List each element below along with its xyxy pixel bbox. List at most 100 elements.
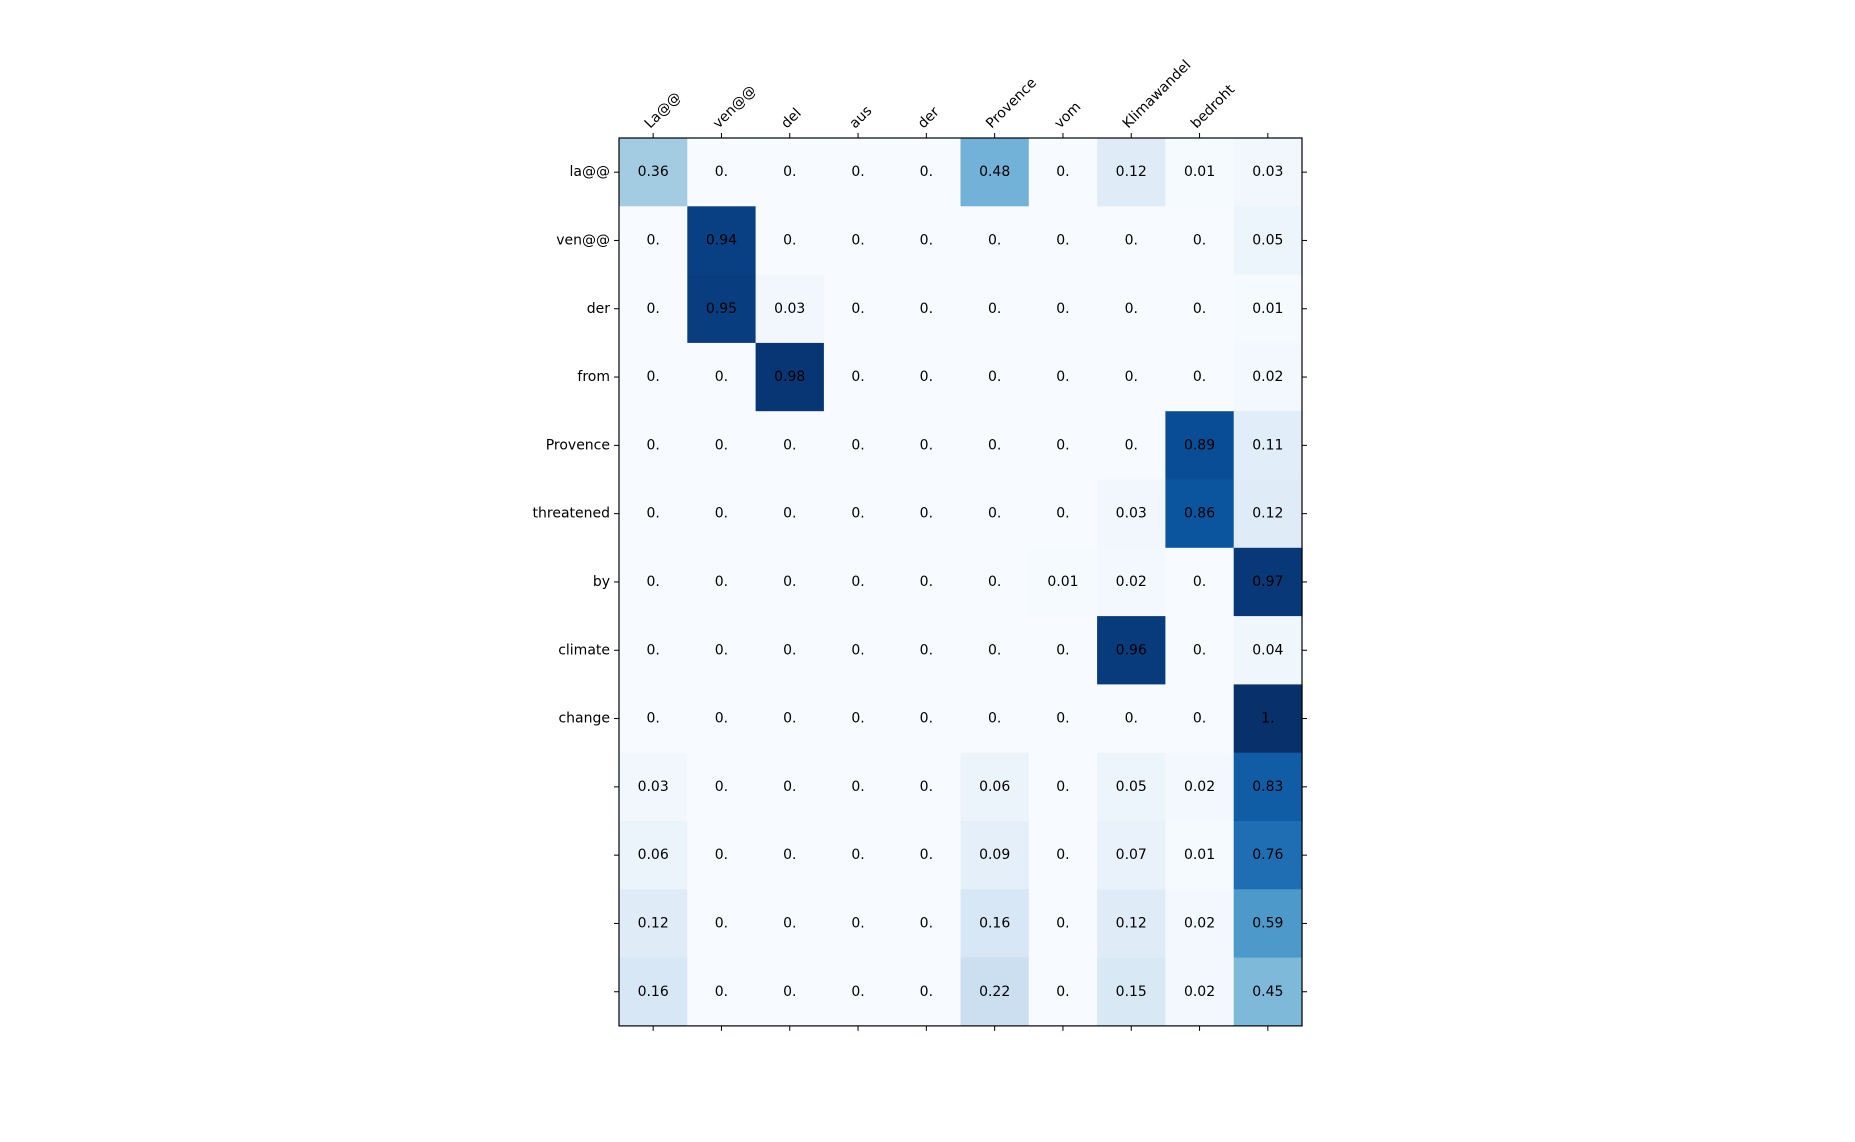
cell-value-label: 0. <box>1125 437 1138 453</box>
cell-value-label: 0. <box>920 779 933 795</box>
heatmap-cell <box>892 821 962 890</box>
cell-value-label: 0. <box>715 779 728 795</box>
heatmap-cell <box>1097 479 1166 549</box>
heatmap-cell <box>755 138 825 207</box>
cell-value-label: 0.07 <box>1116 847 1147 863</box>
cell-value-label: 0. <box>646 574 659 590</box>
cell-value-label: 0.02 <box>1184 984 1215 1000</box>
cell-value-label: 0.12 <box>638 915 669 931</box>
x-tick-label: Provence <box>983 75 1040 132</box>
cell-value-label: 0.01 <box>1252 301 1283 317</box>
heatmap-cell <box>687 206 757 276</box>
cell-value-label: 0. <box>715 847 728 863</box>
heatmap-cell <box>1028 547 1098 617</box>
heatmap-cell <box>755 479 825 549</box>
heatmap-cell <box>892 479 962 549</box>
heatmap-cell <box>1097 411 1166 481</box>
cell-value-label: 0. <box>920 984 933 1000</box>
x-tick-label: ven@@ <box>710 82 759 131</box>
cell-value-label: 0.16 <box>638 984 669 1000</box>
heatmap-cell <box>892 957 962 1027</box>
heatmap-cell <box>619 479 688 549</box>
heatmap-cell <box>1233 342 1303 412</box>
heatmap-cell <box>619 684 688 754</box>
cell-value-label: 0. <box>920 164 933 180</box>
cell-value-label: 0.16 <box>979 915 1010 931</box>
heatmap-cell <box>823 889 893 959</box>
heatmap-cell <box>1028 479 1098 549</box>
heatmap-cell <box>687 616 757 685</box>
heatmap-cell <box>687 752 757 822</box>
cell-value-label: 0.01 <box>1184 164 1215 180</box>
heatmap-cell <box>892 411 962 481</box>
heatmap-cell <box>1233 274 1303 344</box>
heatmap-cell <box>960 138 1030 207</box>
cell-value-label: 0.45 <box>1252 984 1283 1000</box>
cell-value-label: 0. <box>715 164 728 180</box>
heatmap-cell <box>823 957 893 1027</box>
cell-value-label: 0.12 <box>1116 915 1147 931</box>
cell-value-label: 0.94 <box>706 232 737 248</box>
heatmap-cell <box>1028 684 1098 754</box>
cell-value-label: 0. <box>988 437 1001 453</box>
heatmap-cell <box>892 206 962 276</box>
cell-value-label: 0. <box>920 369 933 385</box>
heatmap-cell <box>1028 274 1098 344</box>
cell-value-label: 0. <box>851 915 864 931</box>
heatmap-cell <box>1097 547 1166 617</box>
heatmap-cell <box>619 889 688 959</box>
cell-value-label: 0. <box>920 301 933 317</box>
cell-value-label: 0. <box>851 847 864 863</box>
cell-value-label: 0.06 <box>638 847 669 863</box>
cell-value-label: 0. <box>1056 847 1069 863</box>
y-tick-label: threatened <box>533 506 610 522</box>
cell-value-label: 0. <box>851 711 864 727</box>
cell-value-label: 0. <box>1125 301 1138 317</box>
heatmap-cell <box>755 411 825 481</box>
cell-value-label: 0. <box>1125 711 1138 727</box>
heatmap-cell <box>1028 616 1098 685</box>
cell-value-label: 0. <box>1193 301 1206 317</box>
y-tick-label: by <box>593 574 610 590</box>
plot-frame <box>618 137 1303 1027</box>
x-tick-label: bedroht <box>1188 81 1238 131</box>
heatmap-cell <box>1028 957 1098 1027</box>
heatmap-cell <box>892 342 962 412</box>
cell-value-label: 0. <box>783 847 796 863</box>
cell-value-label: 1. <box>1261 711 1274 727</box>
cell-value-label: 0.02 <box>1184 915 1215 931</box>
heatmap-cell <box>1233 752 1303 822</box>
cell-value-label: 0. <box>851 506 864 522</box>
cell-value-label: 0. <box>851 301 864 317</box>
heatmap-cell <box>1165 479 1235 549</box>
cell-value-label: 0.01 <box>1184 847 1215 863</box>
cell-value-label: 0. <box>988 301 1001 317</box>
heatmap-cell <box>823 206 893 276</box>
heatmap-cell <box>1028 138 1098 207</box>
cell-value-label: 0. <box>1056 711 1069 727</box>
heatmap-cell <box>823 821 893 890</box>
cell-value-label: 0.96 <box>1116 642 1147 658</box>
heatmap-cell <box>1028 206 1098 276</box>
cell-value-label: 0. <box>783 642 796 658</box>
cell-value-label: 0.95 <box>706 301 737 317</box>
heatmap-cell <box>1165 616 1235 685</box>
heatmap-cell <box>755 684 825 754</box>
y-tick-label: ven@@ <box>556 232 610 248</box>
cell-value-label: 0.12 <box>1252 506 1283 522</box>
x-tick-label: La@@ <box>642 89 685 132</box>
heatmap-cell <box>892 616 962 685</box>
cell-value-label: 0. <box>1125 369 1138 385</box>
heatmap-cell <box>619 547 688 617</box>
heatmap-cell <box>1028 752 1098 822</box>
cell-value-label: 0.02 <box>1252 369 1283 385</box>
heatmap-cell <box>1233 821 1303 890</box>
heatmap-cell <box>823 616 893 685</box>
cell-value-label: 0. <box>783 164 796 180</box>
heatmap-cell <box>1097 616 1166 685</box>
heatmap-cell <box>619 138 688 207</box>
heatmap-cell <box>1165 138 1235 207</box>
heatmap-cell <box>755 547 825 617</box>
cell-value-label: 0.76 <box>1252 847 1283 863</box>
cell-value-label: 0. <box>715 984 728 1000</box>
